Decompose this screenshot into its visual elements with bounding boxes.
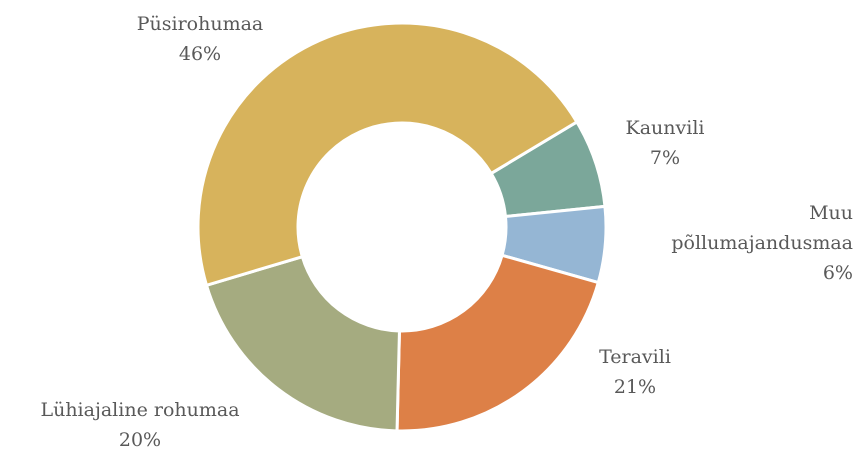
slice-label: Püsirohumaa 46% [100, 9, 300, 69]
slice-label: Teravili 21% [570, 342, 700, 402]
value-label: 21% [613, 376, 657, 398]
slice-label: Muu põllumajandusmaa 6% [620, 198, 853, 288]
donut-slice [204, 254, 401, 433]
slice-label: Kaunvili 7% [600, 113, 730, 173]
value-label: 6% [822, 262, 853, 284]
category-label: Püsirohumaa [136, 13, 264, 35]
donut-slice [395, 253, 601, 433]
donut-slice [196, 21, 579, 288]
category-label: Kaunvili [625, 117, 705, 139]
value-label: 7% [649, 147, 681, 169]
slice-label: Lühiajaline rohumaa 20% [0, 395, 280, 455]
category-label: Muu põllumajandusmaa [671, 202, 853, 254]
category-label: Teravili [599, 346, 671, 368]
value-label: 20% [118, 429, 162, 451]
value-label: 46% [178, 43, 222, 65]
category-label: Lühiajaline rohumaa [40, 399, 240, 421]
